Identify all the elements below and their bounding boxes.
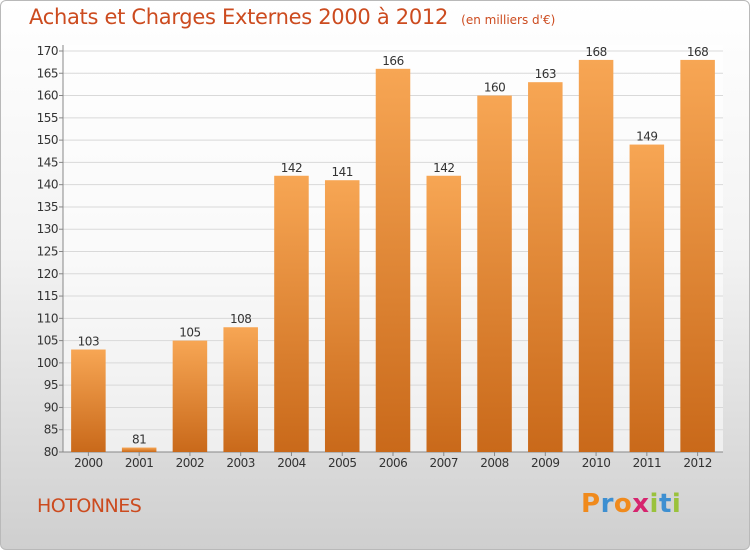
bar <box>528 82 563 452</box>
bar <box>426 175 462 452</box>
y-tick-label: 135 <box>37 200 58 214</box>
bar <box>71 349 106 452</box>
x-tick-label: 2011 <box>633 456 662 470</box>
bar <box>680 59 715 453</box>
logo-letter: i <box>671 489 682 519</box>
logo-letter: o <box>613 489 633 519</box>
y-tick-label: 130 <box>37 222 58 236</box>
x-tick-label: 2006 <box>379 456 408 470</box>
y-tick-label: 105 <box>37 334 58 348</box>
bar <box>121 447 157 452</box>
data-label: 141 <box>332 165 353 179</box>
x-tick-label: 2010 <box>582 456 611 470</box>
chart-title-block: Achats et Charges Externes 2000 à 2012 (… <box>29 5 555 29</box>
bar <box>477 95 512 453</box>
bar <box>324 180 360 452</box>
x-tick-label: 2001 <box>125 456 154 470</box>
y-tick-label: 160 <box>37 89 58 103</box>
data-label: 168 <box>687 45 708 59</box>
logo-letter: r <box>600 489 614 519</box>
y-tick-label: 100 <box>37 356 58 370</box>
x-tick-label: 2012 <box>683 456 712 470</box>
y-tick-label: 120 <box>37 267 58 281</box>
y-tick-label: 80 <box>44 445 58 459</box>
y-tick-label: 170 <box>37 44 58 58</box>
data-label: 166 <box>382 54 403 68</box>
y-tick-label: 150 <box>37 133 58 147</box>
x-tick-label: 2007 <box>429 456 458 470</box>
proxiti-logo: Proxiti <box>581 489 681 519</box>
commune-name: HOTONNES <box>37 495 142 517</box>
logo-letter: P <box>581 489 601 519</box>
x-tick-label: 2002 <box>176 456 205 470</box>
logo-letter: t <box>658 489 672 519</box>
y-tick-label: 140 <box>37 178 58 192</box>
data-label: 108 <box>230 312 251 326</box>
data-label: 168 <box>585 45 606 59</box>
data-label: 103 <box>78 335 99 349</box>
y-tick-label: 165 <box>37 66 58 80</box>
x-tick-label: 2004 <box>277 456 306 470</box>
bar <box>578 59 614 453</box>
chart-subtitle: (en milliers d'€) <box>461 13 556 27</box>
y-tick-label: 110 <box>37 311 58 325</box>
x-tick-label: 2003 <box>226 456 255 470</box>
y-tick-label: 155 <box>37 111 58 125</box>
data-label: 142 <box>281 161 302 175</box>
bar <box>223 327 258 452</box>
y-tick-label: 115 <box>37 289 58 303</box>
x-tick-label: 2005 <box>328 456 357 470</box>
bar <box>172 340 208 452</box>
data-label: 105 <box>179 326 200 340</box>
data-label: 163 <box>535 67 556 81</box>
bar <box>629 144 665 453</box>
data-label: 149 <box>636 130 657 144</box>
y-tick-label: 90 <box>44 400 58 414</box>
x-tick-label: 2009 <box>531 456 560 470</box>
data-label: 142 <box>433 161 454 175</box>
x-tick-label: 2008 <box>480 456 509 470</box>
x-tick-label: 2000 <box>74 456 103 470</box>
data-label: 160 <box>484 81 505 95</box>
y-tick-label: 145 <box>37 155 58 169</box>
data-label: 81 <box>132 433 146 447</box>
bar <box>375 68 411 453</box>
y-tick-label: 125 <box>37 245 58 259</box>
bar <box>274 175 309 452</box>
y-tick-label: 85 <box>44 423 58 437</box>
y-tick-label: 95 <box>44 378 58 392</box>
chart-title: Achats et Charges Externes 2000 à 2012 <box>29 5 449 29</box>
logo-letter: i <box>649 489 659 519</box>
logo-letter: x <box>632 489 650 519</box>
